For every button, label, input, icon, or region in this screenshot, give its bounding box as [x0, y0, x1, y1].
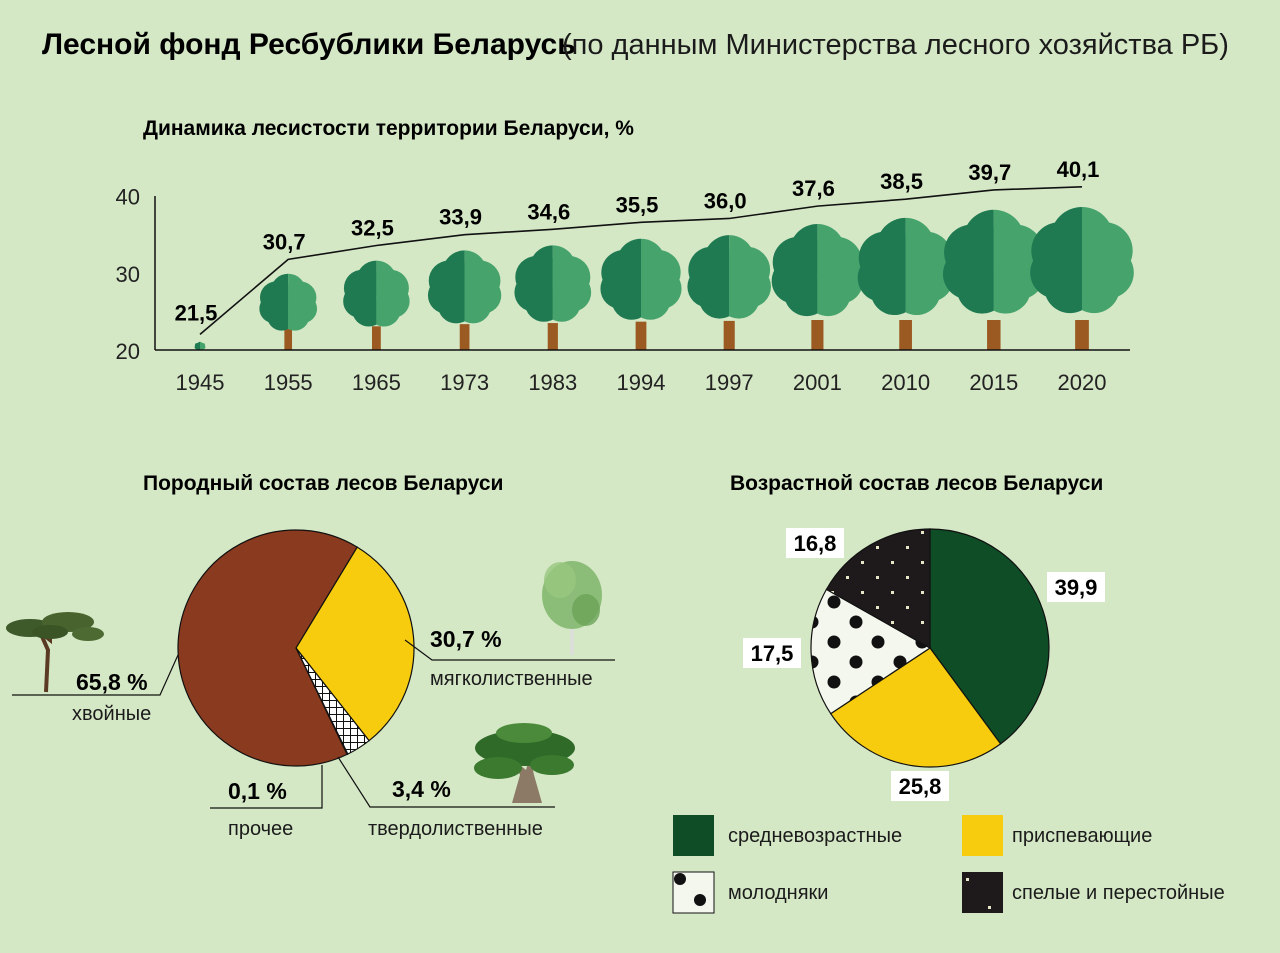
other-leader-line	[210, 765, 323, 809]
x-tick-label: 1955	[264, 370, 313, 395]
x-tick-label: 1997	[705, 370, 754, 395]
young-value-box	[743, 638, 801, 668]
value-label: 40,1	[1057, 157, 1100, 182]
hardwood-label: твердолиственные	[368, 818, 543, 840]
tree-icon	[427, 250, 502, 350]
x-tick-label: 1994	[617, 370, 666, 395]
legend-item-middle-aged: средневозрастные	[673, 815, 902, 856]
other-value: 0,1 %	[228, 778, 287, 804]
age-legend: средневозрастные приспевающие молодняки …	[672, 815, 1225, 914]
legend-label: спелые и перестойные	[1012, 882, 1225, 904]
y-tick-label: 30	[116, 262, 140, 287]
tree-icon	[942, 209, 1045, 350]
coniferous-leader-line	[12, 654, 179, 696]
legend-label: приспевающие	[1012, 825, 1152, 847]
value-label: 21,5	[175, 300, 218, 325]
tree-icon	[687, 235, 771, 350]
young-value: 17,5	[751, 641, 794, 666]
value-label: 35,5	[616, 192, 659, 217]
pie-slice	[929, 528, 1050, 745]
trend-line	[199, 186, 1083, 336]
coniferous-value: 65,8 %	[76, 669, 148, 695]
tree-icon	[514, 245, 592, 350]
legend-item-young: молодняки	[672, 871, 828, 914]
y-tick-label: 40	[116, 185, 140, 210]
species-chart-title: Породный состав лесов Беларуси	[143, 472, 503, 495]
value-label: 38,5	[880, 169, 923, 194]
pie-slice	[295, 546, 415, 742]
pie-slice	[810, 588, 932, 715]
x-tick-label: 2015	[969, 370, 1018, 395]
oak-tree-icon	[474, 723, 575, 803]
value-label: 37,6	[792, 176, 835, 201]
value-label: 32,5	[351, 216, 394, 241]
tree-icon	[600, 238, 682, 350]
tree-markers	[194, 207, 1134, 351]
pine-tree-icon	[6, 612, 104, 693]
mature-value-box	[786, 528, 844, 558]
forest-cover-title: Динамика лесистости территории Беларуси,…	[143, 117, 634, 140]
pie-slice	[177, 529, 358, 767]
middle-aged-value: 39,9	[1055, 575, 1098, 600]
maturing-value-box	[891, 771, 949, 801]
species-composition-chart: Породный состав лесов Беларуси 65,8 % хв…	[6, 472, 615, 840]
legend-swatch	[673, 815, 714, 856]
page-subtitle: (по данным Министерства лесного хозяйств…	[562, 29, 1229, 61]
hardwood-leader-line	[337, 756, 555, 808]
tree-icon	[343, 260, 410, 350]
mature-value: 16,8	[794, 531, 837, 556]
softwood-label: мягколиственные	[430, 668, 593, 690]
legend-swatch	[962, 872, 1003, 913]
forest-cover-chart: Динамика лесистости территории Беларуси,…	[116, 117, 1134, 395]
x-tick-label: 2001	[793, 370, 842, 395]
other-label: прочее	[228, 818, 293, 840]
legend-label: средневозрастные	[728, 825, 902, 847]
x-tick-label: 1983	[528, 370, 577, 395]
tree-icon	[194, 341, 206, 351]
middle-aged-value-box	[1047, 572, 1105, 602]
legend-item-maturing: приспевающие	[962, 815, 1152, 856]
value-label: 30,7	[263, 229, 306, 254]
value-labels: 21,5 30,7 32,5 33,9 34,6 35,5 36,0 37,6 38,5 39,7…	[175, 157, 1100, 326]
x-tick-label: 2020	[1058, 370, 1107, 395]
age-chart-title: Возрастной состав лесов Беларуси	[730, 472, 1103, 495]
y-tick-label: 20	[116, 339, 140, 364]
pie-slice	[825, 528, 931, 650]
tree-icon	[857, 217, 954, 350]
x-tick-label: 1945	[176, 370, 225, 395]
coniferous-label: хвойные	[72, 703, 151, 725]
value-label: 39,7	[968, 160, 1011, 185]
softwood-leader-line	[404, 639, 615, 661]
value-label: 33,9	[439, 205, 482, 230]
tree-icon	[259, 273, 318, 350]
x-tick-label: 1965	[352, 370, 401, 395]
y-ticks: 20 30 40	[116, 185, 140, 364]
hardwood-value: 3,4 %	[392, 776, 451, 802]
tree-icon	[1030, 207, 1134, 350]
page-title: Лесной фонд Ресбублики Беларусь	[42, 28, 576, 61]
x-tick-labels: 1945 1955 1965 1973 1983 1994 1997 2001 2010 2015…	[176, 370, 1107, 395]
pie-slice	[829, 647, 1002, 768]
legend-item-mature: спелые и перестойные	[962, 872, 1225, 913]
legend-swatch	[962, 815, 1003, 856]
maturing-value: 25,8	[899, 774, 942, 799]
birch-tree-icon	[542, 561, 602, 655]
legend-label: молодняки	[728, 882, 828, 904]
softwood-value: 30,7 %	[430, 626, 502, 652]
age-composition-chart: Возрастной состав лесов Беларуси 39,9 25…	[730, 472, 1105, 801]
tree-icon	[771, 224, 864, 350]
age-pie	[810, 528, 1050, 768]
x-tick-label: 2010	[881, 370, 930, 395]
x-tick-label: 1973	[440, 370, 489, 395]
value-label: 34,6	[527, 199, 570, 224]
value-label: 36,0	[704, 188, 747, 213]
species-pie	[177, 529, 415, 767]
